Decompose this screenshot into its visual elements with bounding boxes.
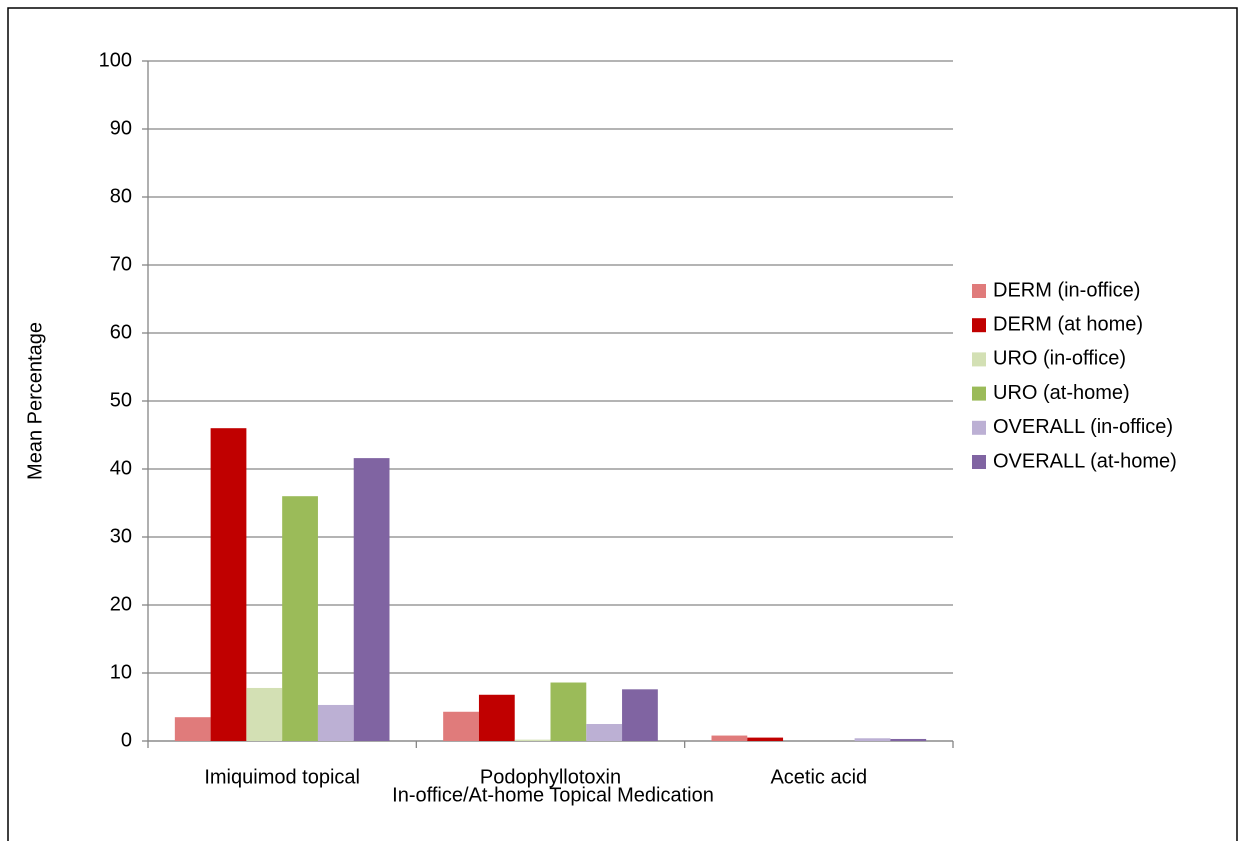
legend-swatch [972, 284, 986, 298]
bar [550, 682, 587, 741]
x-axis-title: In-office/At-home Topical Medication [392, 784, 714, 806]
bar [443, 711, 479, 741]
x-tick-label: Imiquimod topical [204, 766, 360, 788]
y-tick-label: 100 [99, 49, 132, 71]
bar [854, 738, 891, 741]
legend-swatch [972, 386, 986, 401]
bar [210, 428, 247, 741]
bar [711, 735, 748, 741]
bar [890, 738, 927, 741]
legend-swatch [972, 318, 986, 333]
y-tick-label: 50 [110, 389, 132, 411]
bar [514, 739, 551, 741]
legend-label: OVERALL (at-home) [993, 450, 1177, 472]
bar [747, 737, 784, 741]
bar [246, 687, 283, 741]
y-tick-label: 70 [110, 253, 132, 275]
legend-label: DERM (at home) [993, 313, 1143, 335]
legend-label: OVERALL (in-office) [993, 416, 1173, 438]
x-tick-label: Podophyllotoxin [480, 766, 621, 788]
legend-label: URO (at-home) [993, 382, 1130, 404]
bar [586, 724, 623, 741]
legend-label: URO (in-office) [993, 348, 1126, 370]
y-tick-label: 10 [110, 661, 132, 683]
y-tick-label: 60 [110, 321, 132, 343]
bar [317, 704, 354, 741]
y-tick-label: 40 [110, 457, 132, 479]
x-tick-label: Acetic acid [770, 766, 867, 788]
y-axis-title: Mean Percentage [24, 322, 46, 480]
legend-label: DERM (in-office) [993, 279, 1140, 301]
bar [478, 694, 515, 741]
chart-border [7, 7, 1238, 846]
y-tick-label: 30 [110, 525, 132, 547]
bar [622, 689, 658, 741]
legend-swatch [972, 455, 986, 469]
y-tick-label: 80 [110, 185, 132, 207]
bar [353, 458, 390, 741]
legend-swatch [972, 352, 986, 367]
bar [282, 496, 318, 741]
y-tick-label: 90 [110, 117, 132, 139]
legend-swatch [972, 420, 986, 435]
bar [174, 717, 211, 741]
y-tick-label: 20 [110, 593, 132, 615]
y-tick-label: 0 [121, 729, 132, 751]
